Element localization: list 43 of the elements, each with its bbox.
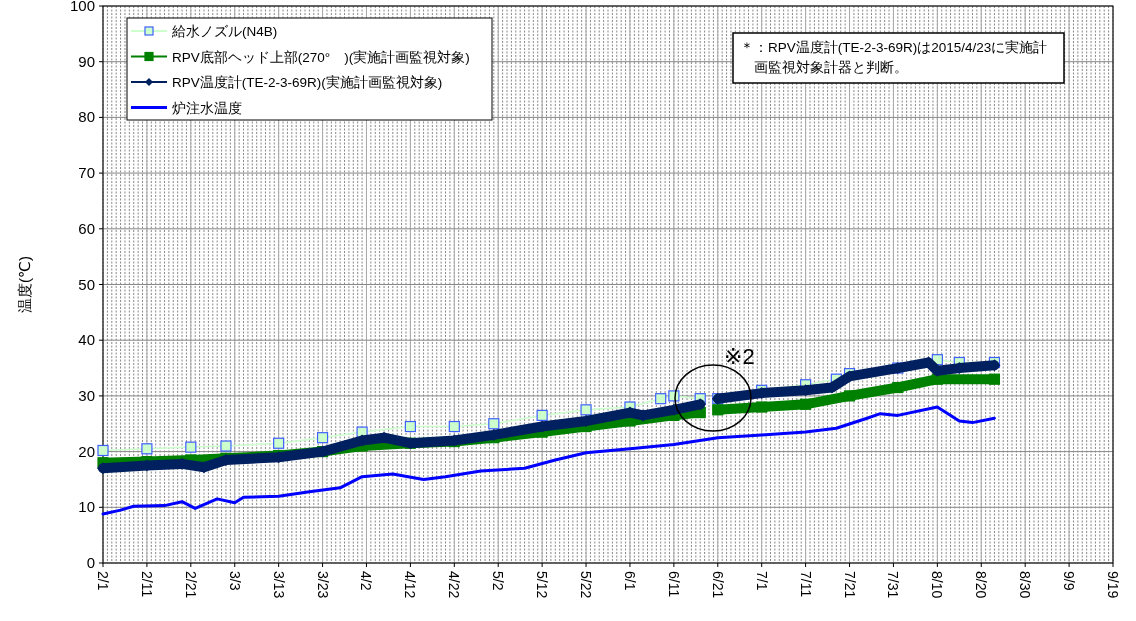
x-tick-label: 7/21 [841,571,858,599]
x-tick-label: 8/20 [973,571,990,599]
x-tick-label: 7/1 [753,571,770,591]
ytick: 100 [69,0,95,14]
x-tick-label: 6/1 [621,571,638,591]
x-tick-label: 2/21 [182,571,199,599]
ytick: 40 [78,331,95,349]
annotation: ＊：RPV温度計(TE-2-3-69R)は2015/4/23に実施計画監視対象計器と判断。 [740,40,1048,75]
x-tick-label: 6/11 [665,571,682,598]
x-tick-label: 4/2 [358,571,375,591]
x-tick-label: 7/31 [885,571,902,599]
ytick: 20 [78,442,95,460]
x-tick-label: 5/12 [534,571,551,599]
x-tick-label: 2/1 [95,571,111,591]
x-tick-label: 5/22 [578,571,595,599]
legend-label: RPV底部ヘッド上部(270° )(実施計画監視対象) [172,49,470,65]
x-tick-label: 4/12 [402,571,419,599]
x-tick-label: 4/22 [446,571,463,599]
ytick: 30 [78,386,95,404]
x-tick-label: 3/13 [270,571,287,599]
x-tick-label: 2/11 [138,571,155,598]
ytick: 70 [78,164,95,182]
ytick: 60 [78,219,95,237]
y-axis-title: 温度(℃) [16,256,33,313]
annotation: ※2 [724,344,755,369]
legend-label: RPV温度計(TE-2-3-69R)(実施計画監視対象) [172,75,443,90]
x-tick-label: 8/30 [1017,571,1034,599]
x-tick-label: 8/10 [929,571,946,599]
ytick: 50 [78,275,95,293]
x-tick-label: 5/2 [490,571,507,591]
ytick: 10 [78,498,95,516]
legend-label: 炉注水温度 [172,100,242,116]
x-tick-label: 9/9 [1061,571,1078,591]
x-tick-label: 3/3 [226,571,243,591]
x-tick-label: 7/11 [797,571,814,598]
legend-label: 給水ノズル(N4B) [171,24,278,39]
x-tick-label: 3/23 [314,571,331,599]
ytick: 90 [78,52,95,70]
x-tick-label: 9/19 [1105,571,1121,599]
ytick: 0 [86,554,95,571]
ytick: 80 [78,108,95,126]
x-tick-label: 6/21 [709,571,726,599]
note: ＊：RPV温度計(TE-2-3-69R)は2015/4/23に実施計画監視対象計器と判断。 [732,32,1065,84]
